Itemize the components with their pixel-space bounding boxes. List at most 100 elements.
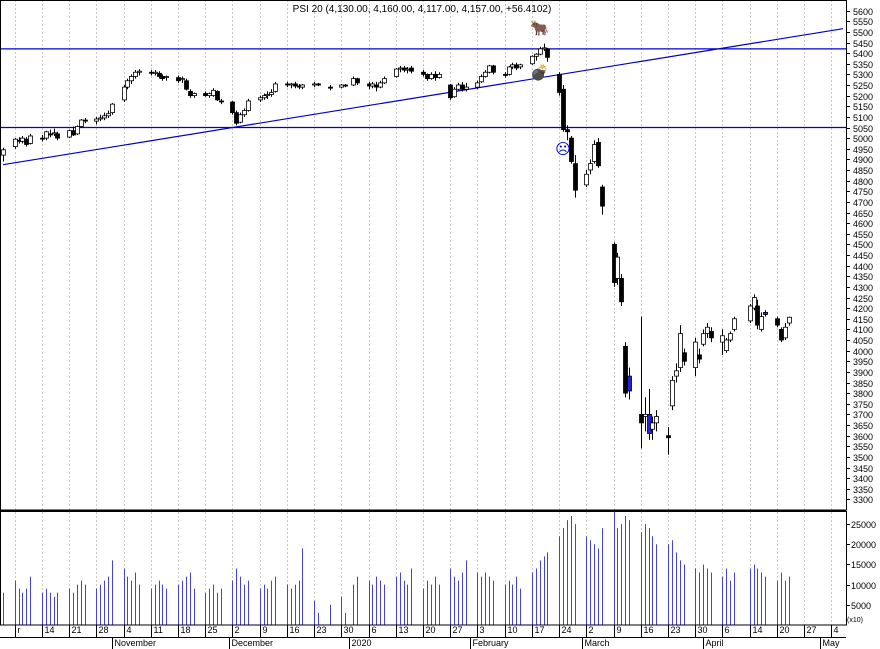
candle-body bbox=[542, 47, 547, 50]
x-tick-label: 6 bbox=[372, 625, 377, 635]
y-tick-label: 4100 bbox=[853, 325, 873, 335]
x-tick-label: 6 bbox=[725, 625, 730, 635]
candle-body bbox=[343, 84, 348, 87]
candle-body bbox=[514, 64, 519, 69]
candle-body bbox=[452, 88, 457, 98]
candle-body bbox=[79, 119, 84, 127]
y-tick-label: 4400 bbox=[853, 262, 873, 272]
volume-tick-label: 5000 bbox=[851, 601, 871, 611]
candle-body bbox=[783, 326, 788, 339]
candle-body bbox=[448, 84, 453, 99]
y-tick-label: 5050 bbox=[853, 124, 873, 134]
x-tick-label: 4 bbox=[834, 625, 839, 635]
candle-body bbox=[405, 68, 410, 71]
y-tick-label: 5000 bbox=[853, 134, 873, 144]
candle-body bbox=[491, 65, 496, 73]
x-tick-label: 23 bbox=[671, 625, 681, 635]
candle-body bbox=[592, 144, 597, 162]
x-tick-label: 21 bbox=[72, 625, 82, 635]
candle-body bbox=[752, 297, 757, 309]
candle-body bbox=[328, 86, 333, 89]
candle-body bbox=[215, 90, 220, 101]
axes: 3300335034003450350035503600365037003750… bbox=[15, 7, 876, 649]
x-tick-label: 30 bbox=[698, 625, 708, 635]
candle-body bbox=[133, 71, 138, 77]
candle-body bbox=[382, 78, 387, 84]
candle-body bbox=[697, 354, 702, 360]
candle-body bbox=[75, 126, 80, 135]
month-label: November bbox=[115, 638, 157, 648]
y-tick-label: 3400 bbox=[853, 474, 873, 484]
candle-body bbox=[52, 132, 57, 135]
candle-body bbox=[71, 130, 76, 136]
candle-body bbox=[312, 83, 317, 86]
candle-body bbox=[615, 256, 620, 279]
candle-body bbox=[569, 137, 574, 162]
y-tick-label: 5450 bbox=[853, 39, 873, 49]
candle-body bbox=[94, 118, 99, 122]
candle-body bbox=[157, 72, 162, 77]
candle-body bbox=[650, 422, 655, 430]
candle-body bbox=[110, 103, 115, 114]
candle-body bbox=[670, 379, 675, 407]
y-tick-label: 4350 bbox=[853, 272, 873, 282]
candles bbox=[1, 43, 792, 455]
candle-body bbox=[230, 101, 235, 114]
candle-body bbox=[460, 84, 465, 90]
y-tick-label: 3700 bbox=[853, 410, 873, 420]
candle-body bbox=[180, 78, 185, 81]
x-tick-label: 14 bbox=[45, 625, 55, 635]
candle-body bbox=[421, 71, 426, 75]
candle-body bbox=[666, 435, 671, 439]
candle-body bbox=[748, 305, 753, 322]
y-tick-label: 3900 bbox=[853, 368, 873, 378]
candle-body bbox=[429, 73, 434, 80]
y-tick-label: 4150 bbox=[853, 315, 873, 325]
candle-body bbox=[678, 333, 683, 369]
candle-body bbox=[475, 82, 480, 88]
candle-body bbox=[394, 68, 399, 77]
x-tick-label: 30 bbox=[344, 625, 354, 635]
y-tick-label: 4600 bbox=[853, 219, 873, 229]
candle-body bbox=[425, 73, 430, 80]
candle-body bbox=[483, 71, 488, 77]
candle-body bbox=[627, 375, 632, 392]
candle-body bbox=[285, 83, 290, 86]
y-tick-label: 3800 bbox=[853, 389, 873, 399]
y-tick-label: 3950 bbox=[853, 357, 873, 367]
candle-body bbox=[565, 129, 570, 133]
x-tick-label: 24 bbox=[562, 625, 572, 635]
x-tick-label: 17 bbox=[535, 625, 545, 635]
rising-trendline bbox=[2, 28, 844, 166]
candle-body bbox=[705, 326, 710, 335]
candle-body bbox=[160, 76, 165, 80]
candle-body bbox=[503, 73, 508, 76]
candle-body bbox=[507, 66, 512, 75]
x-tick-label: 25 bbox=[208, 625, 218, 635]
bull-icon: 🐂 bbox=[530, 20, 549, 37]
candle-body bbox=[164, 76, 169, 78]
y-tick-label: 4550 bbox=[853, 230, 873, 240]
candle-body bbox=[262, 95, 267, 99]
candle-body bbox=[351, 78, 356, 86]
candle-body bbox=[779, 328, 784, 341]
candle-body bbox=[545, 48, 550, 58]
y-tick-label: 4200 bbox=[853, 304, 873, 314]
candle-body bbox=[720, 335, 725, 343]
x-tick-label: 28 bbox=[99, 625, 109, 635]
candle-body bbox=[242, 110, 247, 116]
candle-body bbox=[24, 138, 29, 145]
y-tick-label: 3550 bbox=[853, 442, 873, 452]
x-tick-label: r bbox=[18, 625, 21, 635]
x-tick-label: 2 bbox=[589, 625, 594, 635]
candle-body bbox=[709, 331, 714, 339]
candle-body bbox=[584, 173, 589, 186]
volume-tick-label: 10000 bbox=[851, 581, 876, 591]
volume-tick-label: 20000 bbox=[851, 540, 876, 550]
y-tick-label: 5200 bbox=[853, 92, 873, 102]
x-tick-label: 2 bbox=[235, 625, 240, 635]
candle-body bbox=[300, 84, 305, 88]
candle-body bbox=[600, 186, 605, 207]
candle-body bbox=[623, 345, 628, 394]
x-tick-label: 20 bbox=[780, 625, 790, 635]
